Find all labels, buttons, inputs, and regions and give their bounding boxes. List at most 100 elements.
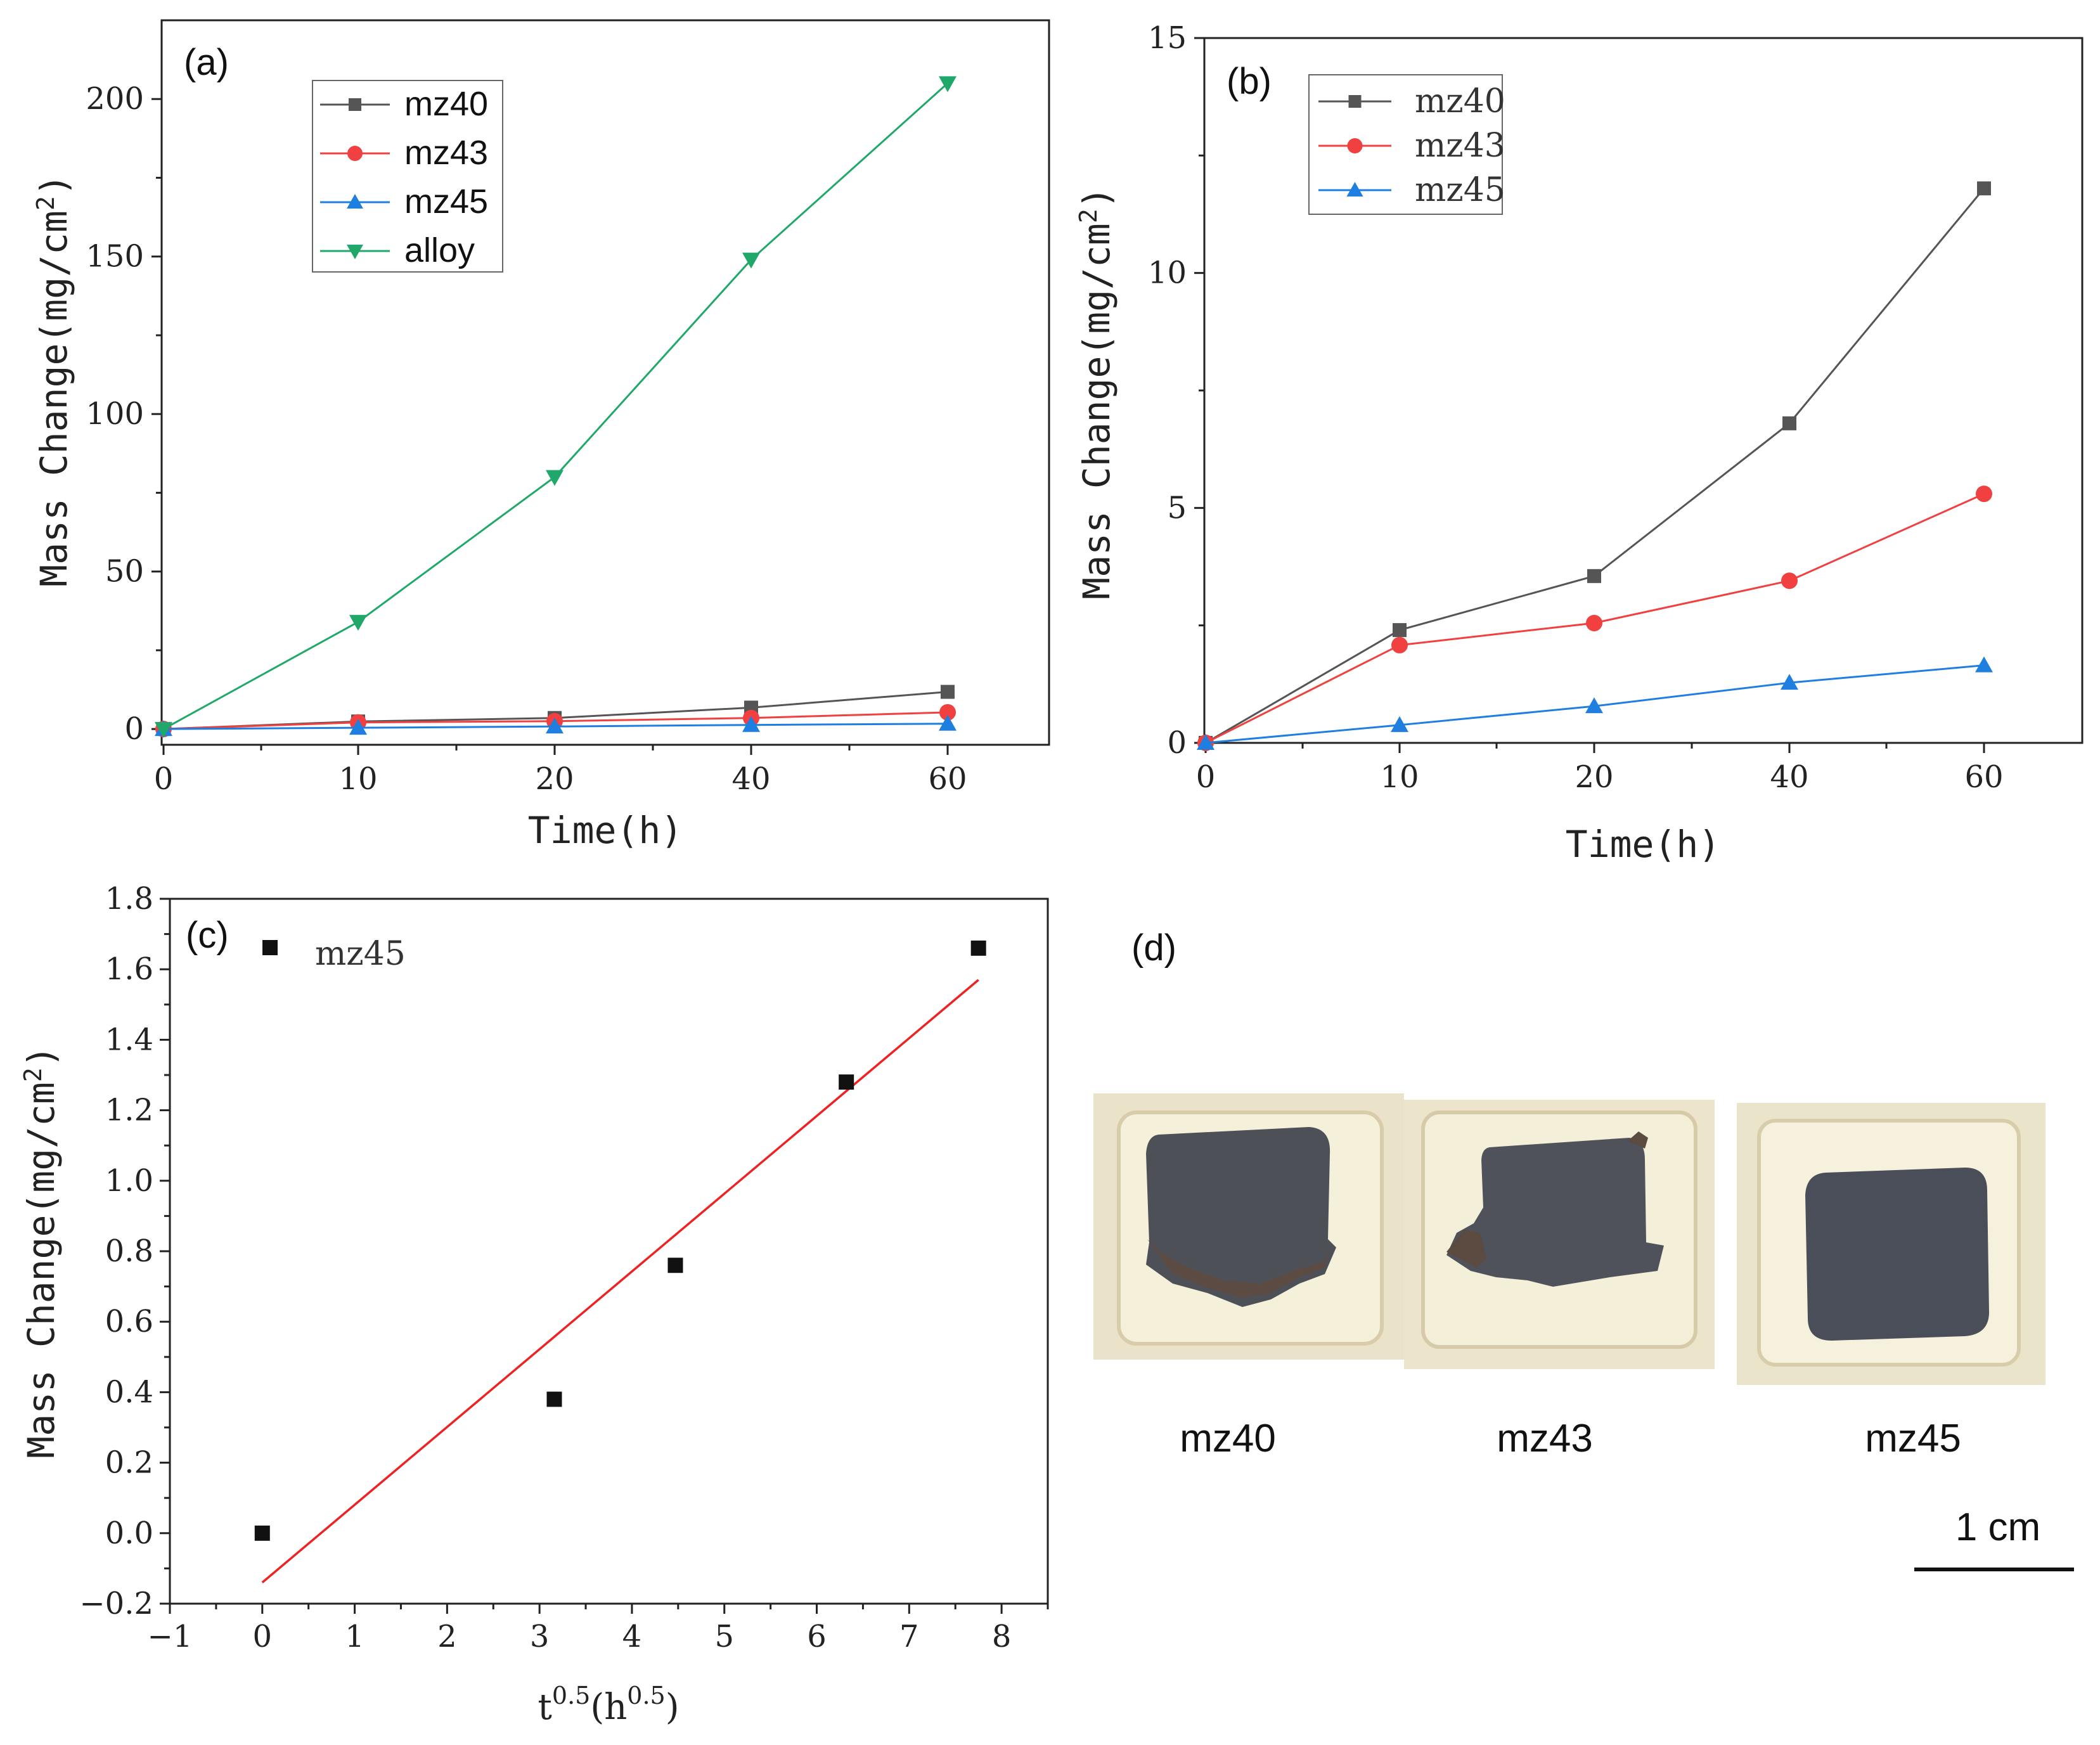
data-point-alloy xyxy=(349,615,367,631)
y-tick-label: 50 xyxy=(105,554,144,589)
legend-marker-mz45 xyxy=(1346,182,1363,196)
panel-a-plot-frame xyxy=(160,19,1050,746)
legend-label-mz45: mz45 xyxy=(1415,171,1505,209)
data-point-mz40 xyxy=(941,685,955,699)
y-tick-label: 15 xyxy=(1148,20,1187,56)
photo-caption-mz45: mz45 xyxy=(1865,1417,1961,1460)
panel-c-x-axis-title: t0.5(h0.5) xyxy=(538,1682,679,1728)
y-tick-label: 150 xyxy=(86,239,144,274)
data-point-mz43 xyxy=(939,704,956,721)
x-tick-label: 10 xyxy=(338,761,377,797)
data-point-mz43 xyxy=(1976,486,1992,503)
data-point-mz45 xyxy=(1975,656,1993,673)
data-point-mz45 xyxy=(349,719,367,735)
panel-c-legend-label: mz45 xyxy=(315,935,406,973)
data-point-mz45 xyxy=(970,940,986,956)
y-tick-label: 0 xyxy=(1167,725,1187,761)
data-point-mz45 xyxy=(1585,697,1603,714)
y-tick-label: 0.2 xyxy=(105,1445,153,1481)
x-tick-label: 60 xyxy=(1964,759,2003,795)
x-tick-label: 20 xyxy=(535,761,574,797)
panel-c-plot-frame xyxy=(169,898,1049,1605)
legend-marker-mz43 xyxy=(347,146,363,161)
data-point-mz43 xyxy=(1781,572,1798,589)
panel-b-label: (b) xyxy=(1227,61,1272,102)
data-point-mz40 xyxy=(1782,416,1796,430)
photo-mz45 xyxy=(1737,1103,2045,1385)
data-point-mz45 xyxy=(254,1525,270,1541)
x-tick-label: 4 xyxy=(622,1619,642,1654)
y-tick-label: 10 xyxy=(1148,255,1187,291)
data-point-alloy xyxy=(546,470,564,486)
y-tick-label: −0.2 xyxy=(79,1586,153,1621)
scale-bar-label: 1 cm xyxy=(1955,1505,2040,1549)
panel-b-y-axis-title: Mass Change(mg/cm2) xyxy=(1074,186,1118,599)
y-tick-label: 1.4 xyxy=(105,1022,153,1057)
y-tick-label: 1.8 xyxy=(105,881,153,917)
y-tick-label: 1.2 xyxy=(105,1093,153,1128)
panel-a-legend xyxy=(312,80,503,273)
data-point-mz45 xyxy=(1391,716,1408,732)
panel-a-chart: (a) 0 10 20 40 60 0 50 100 150 200 Time(h) Mass … xyxy=(32,19,1050,852)
legend-marker-mz43 xyxy=(1347,138,1363,153)
x-tick-label: 40 xyxy=(731,761,770,797)
data-point-mz45 xyxy=(939,714,957,731)
x-tick-label: 7 xyxy=(899,1619,919,1654)
data-point-alloy xyxy=(155,722,172,738)
photo-caption-mz43: mz43 xyxy=(1497,1417,1593,1460)
data-point-mz45 xyxy=(667,1258,683,1273)
series-line-alloy xyxy=(163,82,949,730)
panel-d-label: (d) xyxy=(1131,927,1176,969)
legend-label-mz40: mz40 xyxy=(1415,82,1505,120)
data-point-mz40 xyxy=(1587,569,1601,583)
data-point-mz40 xyxy=(1393,623,1407,638)
y-tick-label: 0.4 xyxy=(105,1374,153,1410)
x-tick-label: 60 xyxy=(928,761,967,797)
y-tick-label: 0.8 xyxy=(105,1233,153,1269)
data-point-mz45 xyxy=(839,1074,854,1090)
x-tick-label: 0 xyxy=(154,761,174,797)
data-point-mz43 xyxy=(1586,614,1602,631)
photo-mz40 xyxy=(1093,1093,1404,1360)
y-tick-label: 100 xyxy=(86,396,144,432)
x-tick-label: 0 xyxy=(1196,759,1216,795)
x-tick-label: 0 xyxy=(253,1619,273,1654)
y-tick-label: 1.0 xyxy=(105,1163,153,1199)
legend-marker-mz40 xyxy=(1348,95,1362,108)
series-line-mz40 xyxy=(1205,188,1985,744)
x-tick-label: −1 xyxy=(148,1619,193,1654)
data-point-mz40 xyxy=(1977,181,1991,196)
x-tick-label: 6 xyxy=(807,1619,827,1654)
panel-a-label: (a) xyxy=(184,42,229,83)
panel-d-photos: (d) mz40 mz43 mz45 1 cm xyxy=(1093,927,2074,1571)
x-tick-label: 40 xyxy=(1770,759,1808,795)
x-tick-label: 10 xyxy=(1380,759,1419,795)
legend-label-mz43: mz43 xyxy=(1415,127,1505,165)
y-tick-label: 0.6 xyxy=(105,1304,153,1339)
legend-label-mz43: mz43 xyxy=(404,134,488,172)
legend-marker-mz45 xyxy=(347,194,363,209)
panel-b-chart: (b) 0 10 20 40 60 0 5 10 15 Time(h) Mass Change… xyxy=(1074,20,2084,866)
data-point-mz45 xyxy=(742,716,760,732)
y-tick-label: 0 xyxy=(124,711,144,747)
panel-a-y-axis-title: Mass Change(mg/cm2) xyxy=(32,174,75,586)
x-tick-label: 1 xyxy=(345,1619,364,1654)
legend-label-alloy: alloy xyxy=(404,231,475,269)
data-point-alloy xyxy=(742,252,760,269)
legend-marker-mz40 xyxy=(349,98,361,111)
x-tick-label: 3 xyxy=(530,1619,550,1654)
data-point-mz45 xyxy=(1197,734,1214,750)
x-tick-label: 8 xyxy=(992,1619,1012,1654)
y-tick-label: 200 xyxy=(86,81,144,117)
legend-label-mz40: mz40 xyxy=(404,85,488,123)
panel-c-chart: (c) −1 0 1 2 3 4 5 6 7 8 −0.2 0.0 0.2 0.4 0.6 0.8 1.0 1.… xyxy=(19,881,1049,1728)
panel-c-label: (c) xyxy=(186,915,229,956)
y-tick-label: 5 xyxy=(1167,490,1187,525)
y-tick-label: 1.6 xyxy=(105,951,153,987)
panel-c-legend-marker xyxy=(262,940,278,955)
photo-caption-mz40: mz40 xyxy=(1180,1417,1276,1460)
data-point-mz45 xyxy=(546,1391,562,1407)
panel-b-x-axis-title: Time(h) xyxy=(1566,823,1720,866)
data-point-mz45 xyxy=(1781,674,1798,690)
